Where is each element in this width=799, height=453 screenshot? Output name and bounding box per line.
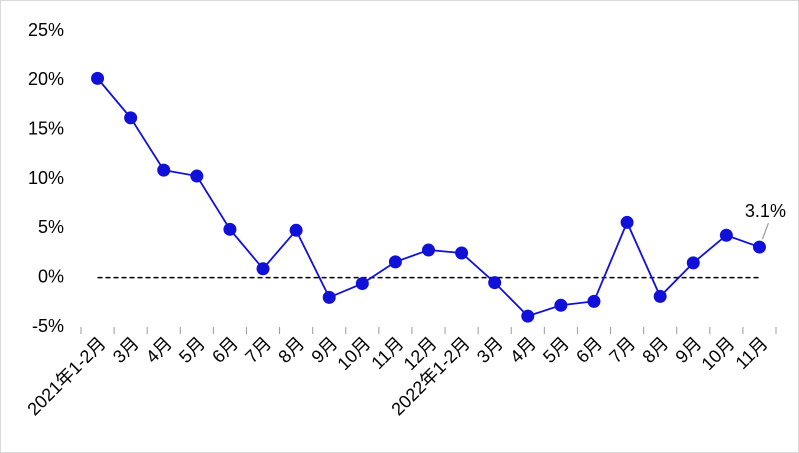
point: [223, 222, 237, 236]
point: [653, 289, 667, 303]
point: [289, 223, 303, 237]
y-tick-label: 10%: [28, 168, 64, 188]
point: [422, 243, 435, 257]
point: [752, 240, 766, 254]
y-tick-label: 0%: [38, 266, 64, 286]
point: [455, 246, 469, 260]
point: [488, 276, 502, 290]
point: [554, 298, 568, 312]
point: [190, 169, 204, 183]
y-tick-label: -5%: [32, 316, 64, 336]
point: [355, 277, 369, 291]
point: [91, 71, 105, 85]
point: [124, 111, 138, 125]
point: [719, 228, 733, 242]
point: [686, 256, 700, 270]
point: [256, 262, 270, 276]
y-tick-label: 25%: [28, 20, 64, 40]
point: [587, 294, 601, 308]
y-tick-label: 5%: [38, 217, 64, 237]
point: [521, 309, 535, 323]
point: [388, 255, 402, 269]
label-leader: [761, 222, 770, 240]
value-label: 3.1%: [745, 201, 786, 221]
point: [322, 290, 336, 304]
y-tick-label: 15%: [28, 118, 64, 138]
y-tick-label: 20%: [28, 69, 64, 89]
point: [157, 163, 171, 177]
point: [620, 215, 634, 229]
